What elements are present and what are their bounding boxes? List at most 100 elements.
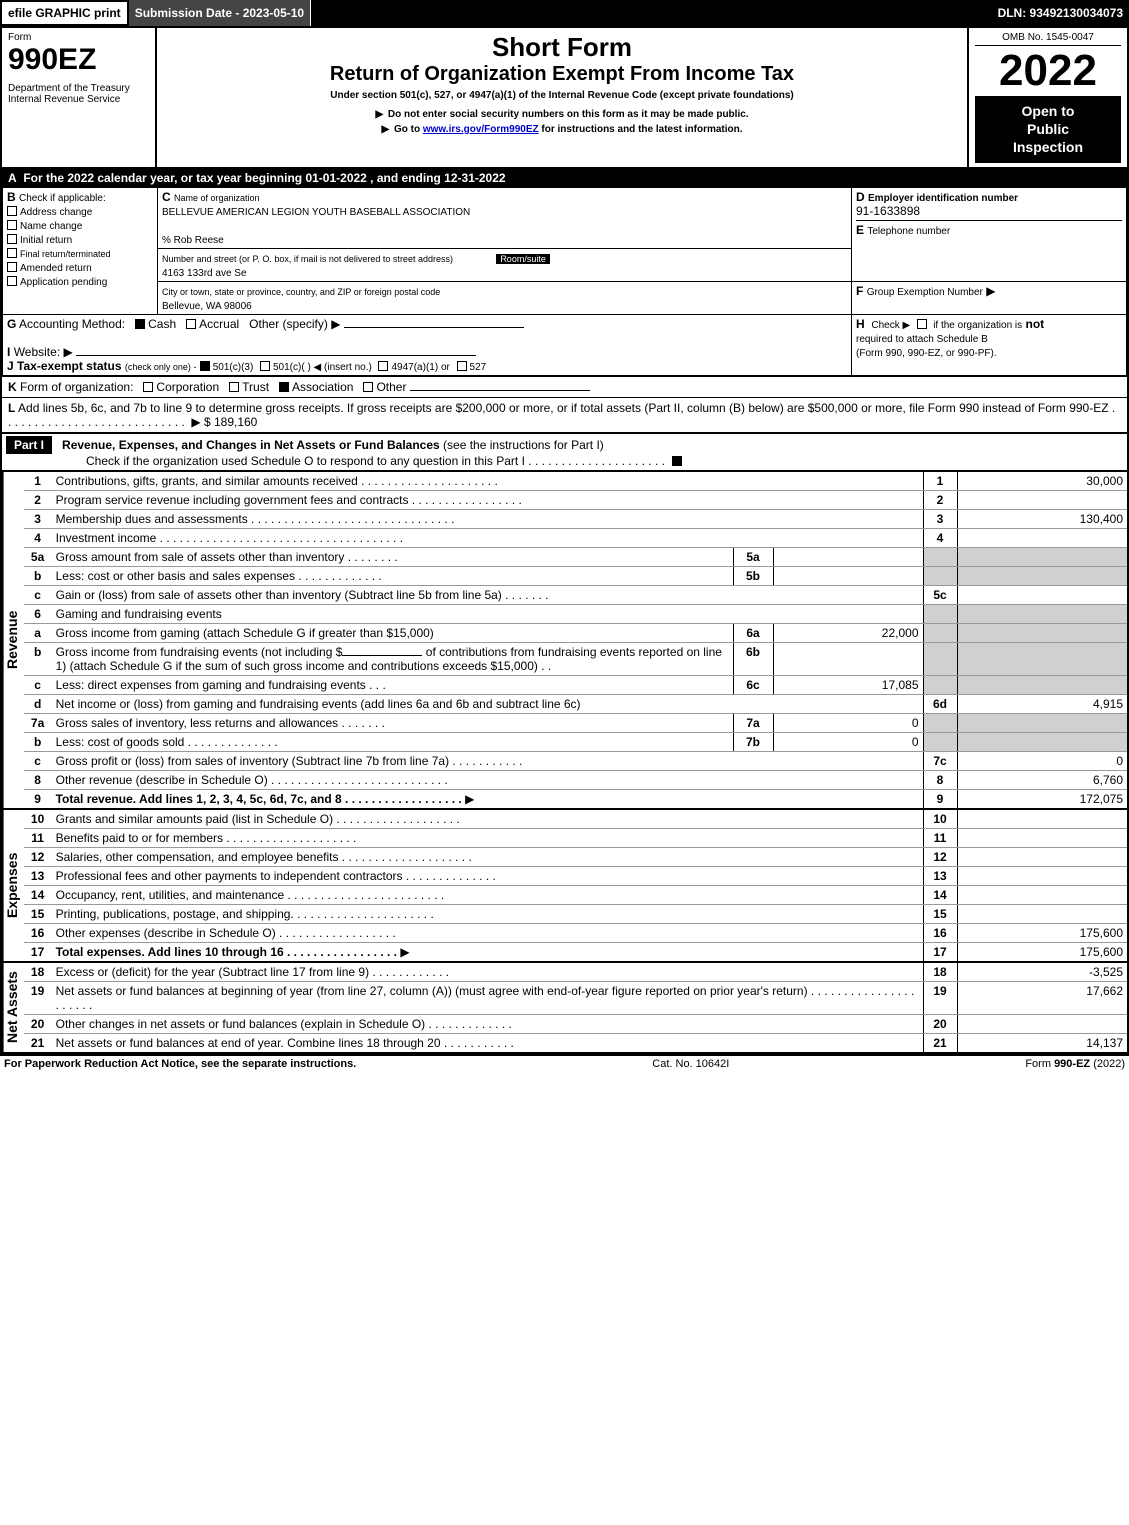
- org-name: BELLEVUE AMERICAN LEGION YOUTH BASEBALL …: [162, 207, 470, 218]
- title-return: Return of Organization Exempt From Incom…: [163, 63, 961, 86]
- g-label: Accounting Method:: [19, 317, 125, 331]
- line11-value: [957, 828, 1127, 847]
- form-label: Form: [8, 32, 149, 43]
- top-bar: efile GRAPHIC print Submission Date - 20…: [0, 0, 1129, 26]
- street: 4163 133rd ave Se: [162, 268, 247, 279]
- line6d-value: 4,915: [957, 694, 1127, 713]
- inspection-badge: Open to Public Inspection: [975, 96, 1121, 163]
- ein: 91-1633898: [856, 204, 920, 218]
- page-footer: For Paperwork Reduction Act Notice, see …: [0, 1054, 1129, 1072]
- checkbox-initial-return[interactable]: [7, 234, 17, 244]
- street-label: Number and street (or P. O. box, if mail…: [162, 254, 453, 264]
- line5c-value: [957, 585, 1127, 604]
- checkbox-other-org[interactable]: [363, 382, 373, 392]
- form-frame: Form 990EZ Department of the Treasury In…: [0, 26, 1129, 1054]
- f-label: Group Exemption Number: [867, 287, 983, 298]
- b-label: Check if applicable:: [19, 193, 106, 204]
- d-label: Employer identification number: [868, 193, 1018, 204]
- line-k: K Form of organization: Corporation Trus…: [2, 376, 1127, 397]
- arrow-icon: [375, 109, 385, 120]
- line14-value: [957, 885, 1127, 904]
- side-expenses: Expenses: [2, 810, 24, 961]
- checkbox-527[interactable]: [457, 361, 467, 371]
- checkbox-name-change[interactable]: [7, 220, 17, 230]
- line12-value: [957, 847, 1127, 866]
- checkbox-corp[interactable]: [143, 382, 153, 392]
- line13-value: [957, 866, 1127, 885]
- line6b-value: [773, 642, 923, 675]
- checkbox-4947[interactable]: [378, 361, 388, 371]
- line6c-value: 17,085: [773, 675, 923, 694]
- room-label: Room/suite: [496, 254, 550, 264]
- line19-value: 17,662: [957, 981, 1127, 1014]
- checkbox-501c[interactable]: [260, 361, 270, 371]
- expenses-table: 10Grants and similar amounts paid (list …: [24, 810, 1127, 961]
- line15-value: [957, 904, 1127, 923]
- omb: OMB No. 1545-0047: [975, 32, 1121, 46]
- checkbox-accrual[interactable]: [186, 319, 196, 329]
- goto-post: for instructions and the latest informat…: [539, 124, 743, 135]
- side-revenue: Revenue: [2, 472, 24, 808]
- dept-line1: Department of the Treasury: [8, 83, 149, 94]
- line4-value: [957, 528, 1127, 547]
- line7c-value: 0: [957, 751, 1127, 770]
- gross-receipts: 189,160: [214, 415, 257, 429]
- line17-value: 175,600: [957, 942, 1127, 961]
- form-number: 990EZ: [8, 43, 149, 77]
- line-a: A For the 2022 calendar year, or tax yea…: [2, 169, 1127, 187]
- line-l: L Add lines 5b, 6c, and 7b to line 9 to …: [2, 397, 1127, 432]
- line7b-value: 0: [773, 732, 923, 751]
- part1-header: Part I Revenue, Expenses, and Changes in…: [2, 432, 1127, 471]
- efile-label: efile GRAPHIC print: [0, 0, 129, 26]
- dept-line2: Internal Revenue Service: [8, 94, 149, 105]
- checkbox-final-return[interactable]: [7, 248, 17, 258]
- e-label: Telephone number: [867, 226, 950, 237]
- arrow-icon: [381, 124, 391, 135]
- checkbox-trust[interactable]: [229, 382, 239, 392]
- line21-value: 14,137: [957, 1033, 1127, 1052]
- subtitle: Under section 501(c), 527, or 4947(a)(1)…: [163, 90, 961, 101]
- checkbox-sched-o-part1[interactable]: [672, 456, 682, 466]
- checkbox-cash[interactable]: [135, 319, 145, 329]
- checkbox-address-change[interactable]: [7, 206, 17, 216]
- city-label: City or town, state or province, country…: [162, 287, 440, 297]
- line7a-value: 0: [773, 713, 923, 732]
- care-of: % Rob Reese: [162, 235, 224, 246]
- irs-link[interactable]: www.irs.gov/Form990EZ: [423, 124, 539, 135]
- dln: DLN: 93492130034073: [992, 0, 1129, 26]
- line8-value: 6,760: [957, 770, 1127, 789]
- line2-value: [957, 490, 1127, 509]
- gh-row: G Accounting Method: Cash Accrual Other …: [2, 315, 1127, 376]
- footer-left: For Paperwork Reduction Act Notice, see …: [4, 1058, 356, 1070]
- line6a-value: 22,000: [773, 623, 923, 642]
- footer-mid: Cat. No. 10642I: [652, 1058, 729, 1070]
- checkbox-assoc[interactable]: [279, 382, 289, 392]
- footer-right: Form 990-EZ (2022): [1025, 1058, 1125, 1070]
- line5a-value: [773, 547, 923, 566]
- line18-value: -3,525: [957, 963, 1127, 982]
- submission-date: Submission Date - 2023-05-10: [129, 0, 311, 26]
- checkbox-sched-b[interactable]: [917, 319, 927, 329]
- part1-label: Part I: [6, 436, 52, 454]
- line10-value: [957, 810, 1127, 829]
- netassets-table: 18Excess or (deficit) for the year (Subt…: [24, 963, 1127, 1052]
- city: Bellevue, WA 98006: [162, 301, 252, 312]
- line9-value: 172,075: [957, 789, 1127, 808]
- c-label: Name of organization: [174, 193, 260, 203]
- checkbox-pending[interactable]: [7, 276, 17, 286]
- side-net-assets: Net Assets: [2, 963, 24, 1052]
- i-label: Website: ▶: [14, 345, 73, 359]
- header-info-table: B Check if applicable: Address change Na…: [2, 187, 1127, 315]
- revenue-table: 1Contributions, gifts, grants, and simil…: [24, 472, 1127, 808]
- line1-value: 30,000: [957, 472, 1127, 491]
- checkbox-501c3[interactable]: [200, 361, 210, 371]
- checkbox-amended[interactable]: [7, 262, 17, 272]
- j-label: Tax-exempt status: [17, 359, 121, 373]
- tax-year: 2022: [975, 46, 1121, 96]
- line16-value: 175,600: [957, 923, 1127, 942]
- line5b-value: [773, 566, 923, 585]
- line20-value: [957, 1014, 1127, 1033]
- title-short-form: Short Form: [163, 32, 961, 63]
- line3-value: 130,400: [957, 509, 1127, 528]
- goto-pre: Go to: [394, 124, 423, 135]
